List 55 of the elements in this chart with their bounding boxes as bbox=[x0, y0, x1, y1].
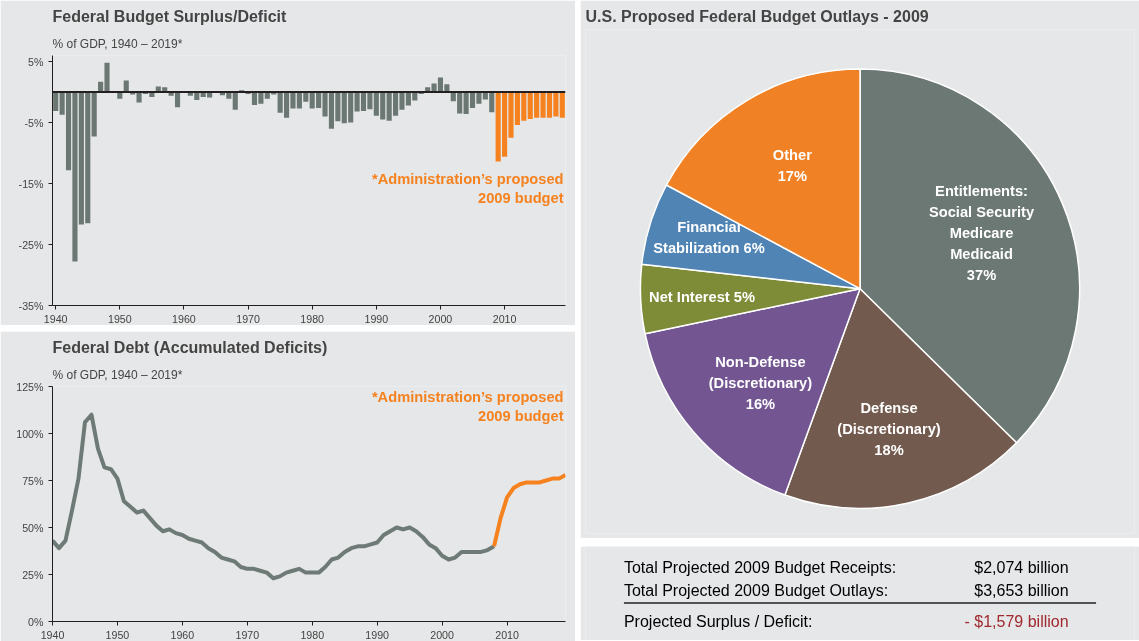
x-tick-label: 2000 bbox=[428, 312, 453, 325]
x-tick-label: 1990 bbox=[365, 628, 390, 641]
x-tick-label: 2010 bbox=[492, 312, 517, 325]
x-tick-label: 1980 bbox=[300, 628, 325, 641]
bar bbox=[91, 92, 97, 137]
x-tick-label: 2000 bbox=[430, 628, 455, 641]
text: $3,653 billion bbox=[974, 582, 1069, 600]
chart-subtitle: % of GDP, 1940 – 2019* bbox=[52, 36, 183, 51]
x-tick-label: 1950 bbox=[107, 312, 132, 325]
x-tick-label: 1960 bbox=[170, 628, 195, 641]
annotation: *Administration’s proposed 2009 budget bbox=[371, 388, 564, 425]
text: Total Projected 2009 Budget Outlays: bbox=[623, 582, 889, 600]
text: - $1,579 billion bbox=[964, 613, 1069, 631]
y-tick-label: 75% bbox=[22, 474, 45, 487]
x-tick-label: 1970 bbox=[235, 628, 260, 641]
y-tick-label: -5% bbox=[24, 116, 45, 129]
text: Projected Surplus / Deficit: bbox=[623, 613, 813, 631]
slice-label: Financial Stabilization 6% bbox=[653, 218, 765, 256]
x-tick-label: 1980 bbox=[300, 312, 325, 325]
data-label: 37% bbox=[966, 266, 997, 283]
slice-label: Non-Defense (Discretionary) bbox=[708, 354, 813, 391]
text: $2,074 billion bbox=[974, 558, 1069, 576]
chart-subtitle: % of GDP, 1940 – 2019* bbox=[52, 367, 183, 382]
y-tick-label: 25% bbox=[22, 568, 45, 581]
chart-title: Federal Budget Surplus/Deficit bbox=[52, 7, 287, 25]
x-tick-label: 2010 bbox=[495, 628, 519, 641]
slice-label: Other bbox=[772, 146, 813, 163]
line-series bbox=[492, 472, 566, 549]
data-label: 18% bbox=[874, 441, 904, 458]
bar bbox=[53, 92, 59, 111]
x-tick-label: 1970 bbox=[236, 312, 261, 325]
bar bbox=[232, 92, 238, 110]
chart-title: Federal Debt (Accumulated Deficits) bbox=[52, 338, 328, 356]
x-tick-label: 1990 bbox=[364, 312, 389, 325]
bar bbox=[559, 92, 565, 118]
y-tick-label: -35% bbox=[18, 299, 45, 312]
slice-label: Defense (Discretionary) bbox=[837, 400, 941, 438]
y-tick-label: -15% bbox=[18, 177, 45, 190]
y-tick-label: 125% bbox=[16, 380, 45, 393]
x-tick-label: 1960 bbox=[172, 312, 196, 325]
x-tick-label: 1940 bbox=[40, 628, 65, 641]
y-tick-label: 100% bbox=[16, 427, 45, 440]
y-tick-label: 5% bbox=[28, 55, 45, 68]
annotation: *Administration’s proposed 2009 budget bbox=[371, 170, 564, 206]
text: Total Projected 2009 Budget Receipts: bbox=[623, 558, 897, 576]
data-label: 17% bbox=[777, 167, 807, 184]
y-tick-label: -25% bbox=[18, 238, 45, 251]
slice-label: Entitlements: Social Security Medicare Medicaid bbox=[928, 183, 1035, 262]
chart-title: U.S. Proposed Federal Budget Outlays - 2009 bbox=[585, 7, 929, 25]
x-tick-label: 1950 bbox=[105, 628, 130, 641]
data-label: 16% bbox=[745, 395, 776, 412]
slice-label: Net Interest 5% bbox=[649, 288, 756, 305]
y-tick-label: 50% bbox=[22, 521, 45, 534]
y-tick-label: 0% bbox=[28, 615, 45, 628]
x-tick-label: 1940 bbox=[43, 312, 68, 325]
